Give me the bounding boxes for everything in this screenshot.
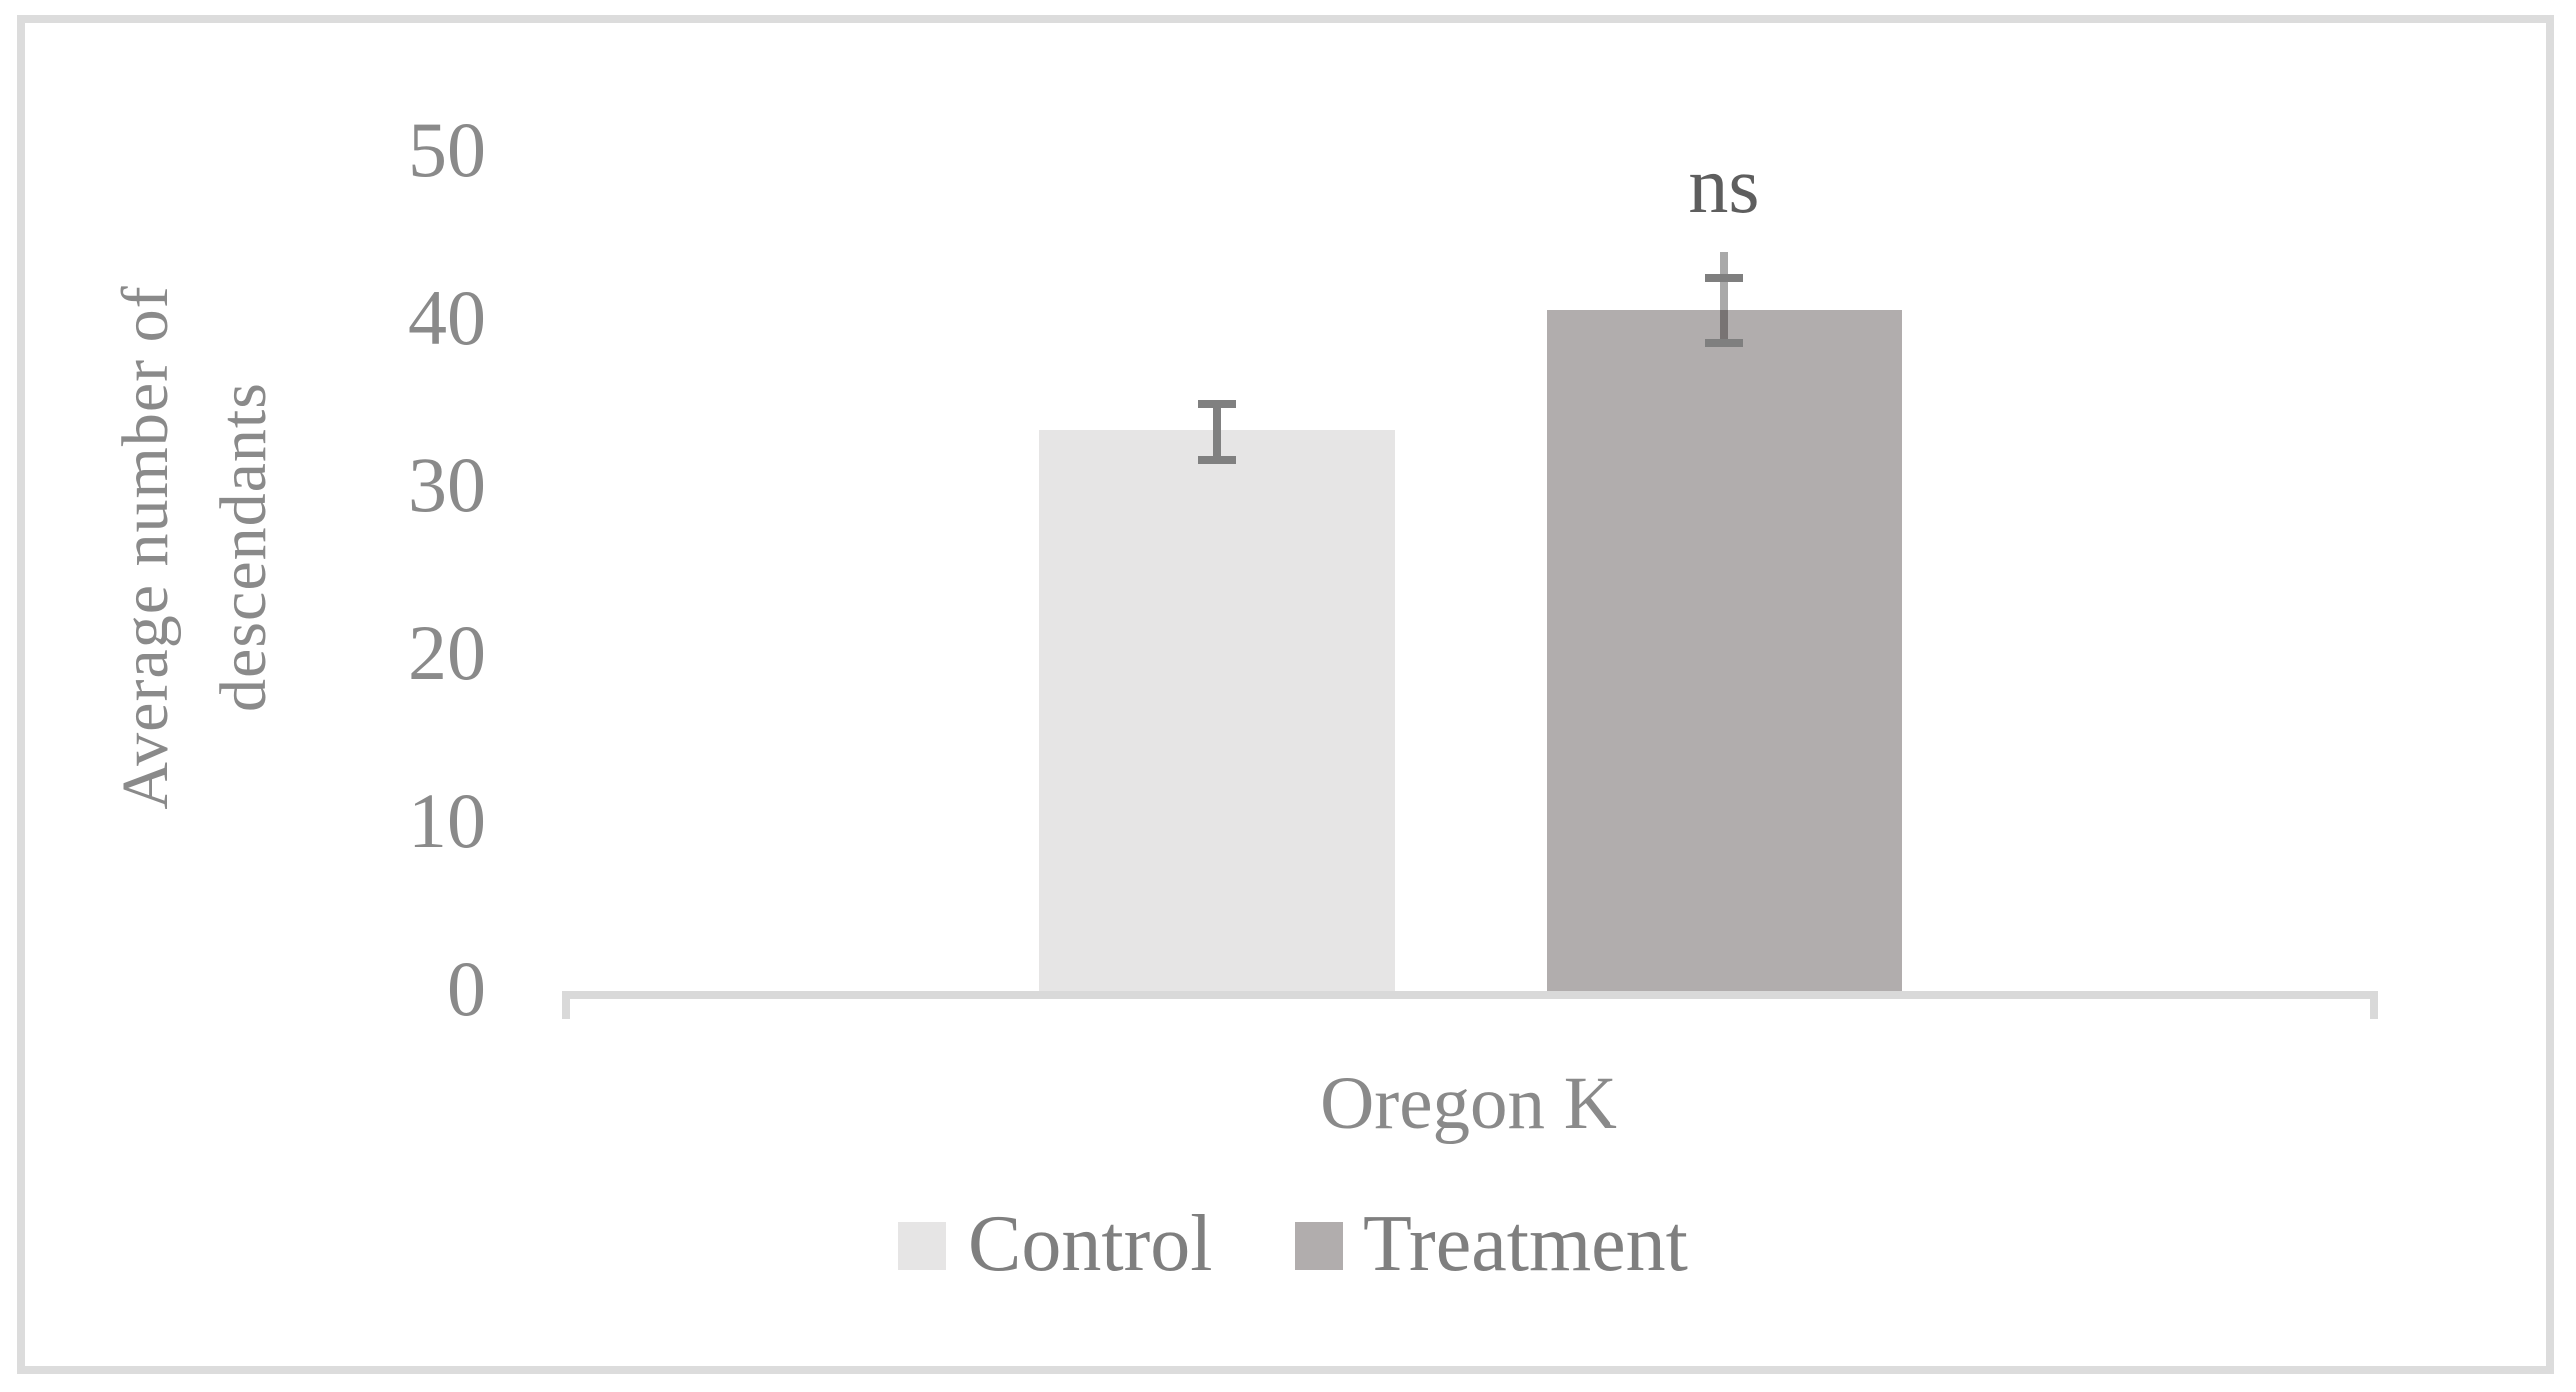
x-axis-tick-left (562, 991, 570, 1019)
legend-swatch-treatment (1295, 1222, 1343, 1270)
error-bar-cap-bottom (1198, 455, 1236, 464)
error-bar-cap-bottom (1705, 339, 1743, 348)
error-bar-cap-top (1705, 273, 1743, 282)
significance-annotation: ns (1688, 142, 1760, 230)
y-tick-label: 40 (408, 274, 486, 360)
x-axis-tick-right (2370, 991, 2378, 1019)
y-tick-label: 10 (408, 777, 486, 864)
x-category-label: Oregon K (1320, 1062, 1617, 1145)
error-bar-line-lower (1720, 309, 1728, 348)
figure-frame (17, 15, 2554, 1374)
error-bar-line (1213, 404, 1221, 464)
bar-treatment (1547, 309, 1902, 991)
x-axis-line (562, 991, 2378, 999)
legend-label-control: Control (968, 1200, 1213, 1288)
y-tick-label: 20 (408, 609, 486, 696)
y-tick-label: 30 (408, 441, 486, 528)
bar-control (1039, 429, 1395, 991)
y-tick-label: 50 (408, 106, 486, 193)
legend-label-treatment: Treatment (1363, 1200, 1688, 1288)
y-tick-label: 0 (447, 945, 486, 1032)
error-bar-cap-top (1198, 400, 1236, 409)
legend-swatch-control (898, 1222, 946, 1270)
